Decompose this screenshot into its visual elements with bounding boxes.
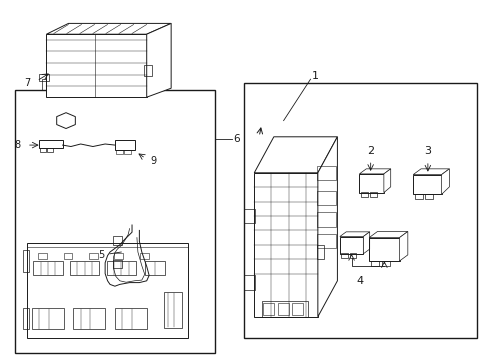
- Bar: [244, 275, 255, 290]
- Bar: [115, 308, 146, 329]
- Bar: [316, 245, 324, 259]
- Bar: [277, 303, 288, 315]
- Bar: [39, 140, 62, 148]
- Bar: [89, 253, 98, 259]
- Bar: [23, 250, 29, 272]
- Bar: [116, 150, 122, 154]
- Polygon shape: [399, 231, 407, 261]
- Bar: [70, 261, 99, 275]
- Bar: [381, 261, 389, 266]
- Bar: [316, 212, 336, 227]
- Text: 5: 5: [98, 249, 104, 260]
- Bar: [369, 192, 376, 197]
- Bar: [113, 260, 122, 268]
- Polygon shape: [383, 169, 390, 193]
- Bar: [140, 253, 148, 259]
- Polygon shape: [339, 232, 369, 237]
- Bar: [123, 150, 130, 154]
- Bar: [292, 303, 303, 315]
- Polygon shape: [254, 137, 337, 173]
- Bar: [349, 253, 355, 258]
- Text: 6: 6: [233, 134, 240, 144]
- Bar: [23, 308, 29, 329]
- Polygon shape: [368, 231, 407, 238]
- Text: 1: 1: [311, 71, 318, 81]
- Bar: [339, 237, 363, 254]
- Bar: [263, 303, 273, 315]
- Bar: [27, 243, 188, 338]
- Bar: [32, 308, 63, 329]
- Text: 3: 3: [424, 146, 430, 156]
- Polygon shape: [317, 137, 337, 317]
- Bar: [261, 301, 307, 317]
- Bar: [244, 83, 476, 338]
- Bar: [113, 236, 122, 245]
- Bar: [38, 253, 47, 259]
- Bar: [424, 194, 432, 199]
- Bar: [73, 308, 105, 329]
- Bar: [114, 253, 123, 259]
- Bar: [244, 209, 255, 223]
- Bar: [106, 261, 136, 275]
- Polygon shape: [46, 23, 171, 34]
- Bar: [370, 261, 379, 266]
- Polygon shape: [359, 169, 390, 174]
- Polygon shape: [146, 23, 171, 97]
- Bar: [316, 234, 336, 248]
- Bar: [412, 175, 441, 194]
- Bar: [40, 148, 46, 152]
- Bar: [414, 194, 422, 199]
- Bar: [341, 253, 347, 258]
- Text: 4: 4: [356, 276, 363, 287]
- Bar: [316, 191, 336, 205]
- Bar: [115, 140, 135, 150]
- Polygon shape: [254, 173, 317, 317]
- Text: 7: 7: [24, 78, 30, 88]
- Bar: [15, 90, 215, 353]
- Bar: [163, 292, 182, 328]
- Bar: [368, 238, 399, 261]
- Text: 9: 9: [150, 156, 157, 166]
- Bar: [359, 174, 383, 193]
- Polygon shape: [441, 169, 448, 194]
- Text: 2: 2: [366, 145, 373, 156]
- Bar: [33, 261, 62, 275]
- Polygon shape: [412, 169, 448, 175]
- Bar: [47, 148, 53, 152]
- Bar: [63, 253, 72, 259]
- Text: 8: 8: [14, 140, 20, 150]
- Bar: [316, 166, 336, 180]
- Polygon shape: [46, 34, 146, 97]
- Circle shape: [128, 143, 134, 148]
- Polygon shape: [363, 232, 369, 254]
- Bar: [145, 261, 164, 275]
- Bar: [360, 192, 367, 197]
